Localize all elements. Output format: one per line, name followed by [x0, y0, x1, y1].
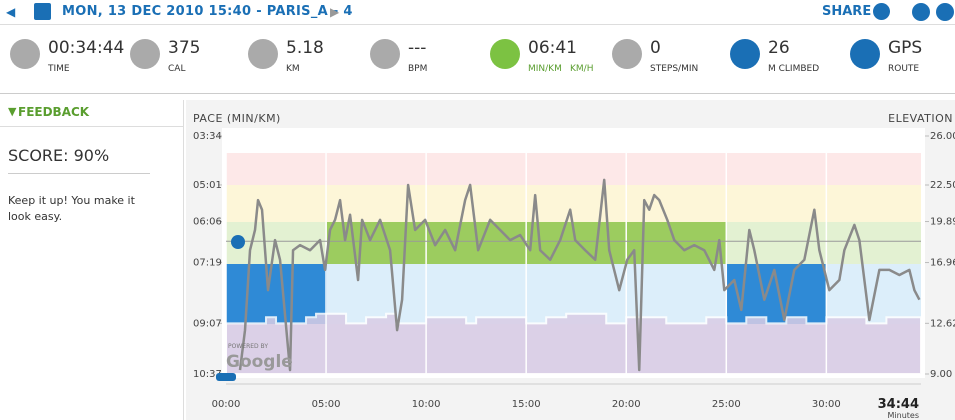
stat-value: 0	[650, 38, 661, 58]
stat-value: ---	[408, 38, 427, 58]
y2-tick-label: 19.89	[930, 217, 955, 228]
x-end-label: 34:44	[878, 397, 919, 412]
share-icon[interactable]	[873, 3, 890, 20]
y2-axis-title: ELEVATION	[888, 112, 953, 125]
y-axis-title: PACE (MIN/KM)	[193, 112, 281, 125]
elevation-area	[225, 312, 922, 375]
stat-value: 26	[768, 38, 790, 58]
zone	[727, 264, 827, 324]
plot-area	[222, 128, 925, 378]
y-tick-label: 10:37	[193, 369, 222, 380]
stat-icon	[10, 39, 40, 69]
pace-line	[238, 178, 921, 372]
y-tick-label: 03:34	[193, 131, 222, 142]
x-tick-label: 10:00	[412, 399, 441, 410]
stat-value: 5.18	[286, 38, 324, 58]
stat-icon	[130, 39, 160, 69]
x-tick-label: 25:00	[712, 399, 741, 410]
stat-unit: ROUTE	[888, 64, 920, 74]
stat-unit: BPM	[408, 64, 428, 74]
y2-tick-label: 9.00	[930, 369, 952, 380]
stats-bar: 00:34:44 TIME 375 CAL 5.18 KM --- BPM 06:41 MIN/K…	[0, 25, 955, 94]
y-tick-label: 05:01	[193, 180, 222, 191]
y-tick-label: 09:07	[193, 318, 222, 329]
stat-value: 375	[168, 38, 201, 58]
zone	[226, 185, 921, 222]
credit-small: POWERED BY	[228, 343, 268, 350]
stat-icon	[850, 39, 880, 69]
next[interactable]: ▶	[330, 5, 340, 19]
stat-unit: M CLIMBED	[768, 64, 820, 74]
y2-tick-label: 26.00	[930, 131, 955, 142]
session-title: MON, 13 DEC 2010 15:40 - PARIS_A - 4	[62, 4, 353, 19]
x-tick-label: 15:00	[512, 399, 541, 410]
y2-tick-label: 12.62	[930, 318, 955, 329]
stat-unit: MIN/KM	[528, 64, 562, 74]
y-tick-label: 06:06	[193, 217, 222, 228]
stat-icon	[730, 39, 760, 69]
stat-unit: CAL	[168, 64, 186, 74]
message: Keep it up! You make it look easy.	[8, 194, 135, 223]
zone	[226, 264, 327, 324]
stat-value: 06:41	[528, 38, 577, 58]
chevron: ▼	[8, 105, 17, 118]
x-tick-label: 00:00	[212, 399, 241, 410]
slider-knob	[216, 373, 236, 381]
stat-unit: TIME	[48, 64, 70, 74]
x-axis-title: Minutes	[888, 411, 920, 420]
stat-icon	[490, 39, 520, 69]
stat-value: GPS	[888, 38, 923, 58]
stat-unit: STEPS/MIN	[650, 64, 699, 74]
y2-tick-label: 22.50	[930, 180, 955, 191]
start-marker	[231, 235, 245, 249]
mail-icon[interactable]	[912, 3, 930, 21]
header: ◀ MON, 13 DEC 2010 15:40 - PARIS_A - 4 ▶…	[0, 0, 955, 25]
feedback-bar	[0, 100, 183, 127]
stat-unit: KM	[286, 64, 300, 74]
share[interactable]: SHARE	[822, 4, 872, 19]
zone	[226, 153, 921, 185]
stat-icon	[612, 39, 642, 69]
zone	[226, 264, 921, 324]
feedback-panel: ▼ FEEDBACK SCORE: 90% Keep it up! You ma…	[0, 100, 184, 420]
y-tick-label: 07:19	[193, 258, 222, 269]
zone	[327, 222, 727, 264]
zone	[226, 222, 921, 264]
chart-panel	[186, 100, 955, 420]
stat-icon	[370, 39, 400, 69]
x-tick-label: 30:00	[812, 399, 841, 410]
credit: Google	[226, 352, 293, 372]
prev[interactable]: ◀	[6, 5, 16, 19]
stat-value: 00:34:44	[48, 38, 125, 58]
score: SCORE: 90%	[8, 146, 150, 174]
x-tick-label: 20:00	[612, 399, 641, 410]
y2-tick-label: 16.96	[930, 258, 955, 269]
zone	[226, 324, 921, 374]
stat-icon	[248, 39, 278, 69]
x-tick-label: 05:00	[312, 399, 341, 410]
print-icon[interactable]	[936, 3, 954, 21]
feedback-title[interactable]: FEEDBACK	[18, 105, 90, 119]
dropdown[interactable]	[34, 3, 51, 20]
stat-unit: KM/H	[570, 64, 594, 74]
